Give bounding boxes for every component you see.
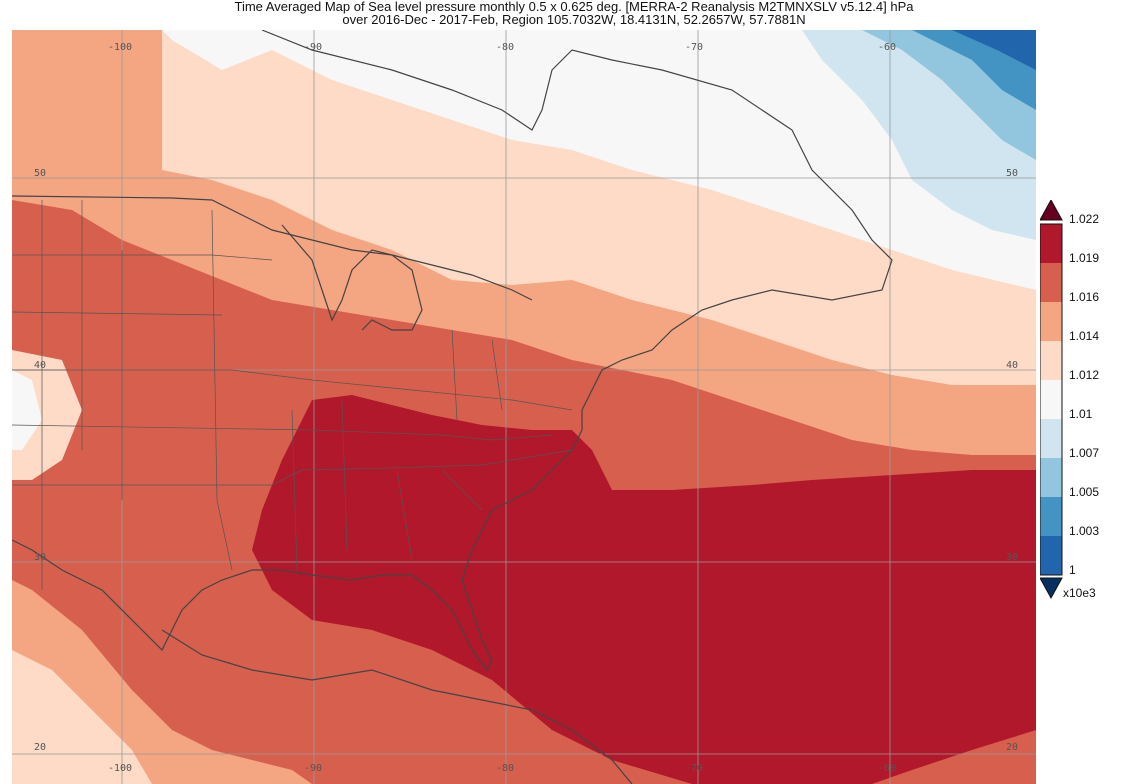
map-title: Time Averaged Map of Sea level pressure … [0,0,1148,26]
top-lon-labels: -100 -90 -80 -70 -60 [108,42,896,53]
bottom-lon-label: -100 [108,763,132,774]
color-legend: 1.022 1.019 1.016 1.014 1.012 1.01 1.007… [1040,200,1148,610]
title-line-2: over 2016-Dec - 2017-Feb, Region 105.703… [342,12,806,27]
legend-swatch [1040,380,1062,419]
legend-label: 1 [1069,563,1076,577]
state-borders [12,200,573,590]
legend-label: 1.012 [1069,368,1100,382]
map-canvas: -100 -90 -80 -70 -60 -100 -90 -80 -70 -6… [12,30,1036,784]
bottom-lon-label: -60 [878,763,896,774]
coastlines [12,30,893,784]
legend-label: 1.014 [1069,329,1100,343]
legend-swatch [1040,302,1062,341]
legend-under-arrow [1040,577,1063,600]
legend-swatch [1040,536,1062,575]
field-1000-1003 [952,30,1036,70]
legend-unit: x10e3 [1063,586,1096,600]
field-1019-1022 [252,395,1036,784]
bottom-lon-label: -70 [685,763,703,774]
right-lat-label: 50 [1006,168,1018,179]
top-lon-label: -60 [878,42,896,53]
legend-swatch [1040,458,1062,497]
legend-colorbar [1040,200,1063,600]
top-lon-label: -80 [496,42,514,53]
left-lat-label: 30 [34,552,46,563]
legend-label: 1.005 [1069,485,1100,499]
top-lon-label: -100 [108,42,132,53]
right-lat-label: 30 [1006,552,1018,563]
left-lat-labels: 50 40 30 20 [34,168,46,753]
legend-label: 1.022 [1069,212,1100,226]
legend-label: 1.01 [1069,407,1093,421]
legend-swatch [1040,224,1062,263]
legend-swatch [1040,419,1062,458]
bottom-lon-label: -80 [496,763,514,774]
field-west-white [12,370,42,450]
bottom-lon-label: -90 [304,763,322,774]
left-lat-label: 40 [34,360,46,371]
legend-frame [1040,223,1063,576]
legend-label: 1.007 [1069,446,1100,460]
top-lon-label: -90 [304,42,322,53]
title-line-1: Time Averaged Map of Sea level pressure … [234,0,914,14]
legend-label: 1.019 [1069,251,1100,265]
left-lat-label: 20 [34,742,46,753]
legend-swatch [1040,497,1062,536]
left-lat-label: 50 [34,168,46,179]
legend-swatch [1040,263,1062,302]
legend-over-arrow [1040,200,1063,221]
pressure-map[interactable]: -100 -90 -80 -70 -60 -100 -90 -80 -70 -6… [12,30,1036,784]
top-lon-label: -70 [685,42,703,53]
right-lat-label: 40 [1006,360,1018,371]
legend-label: 1.016 [1069,290,1100,304]
right-lat-label: 20 [1006,742,1018,753]
field-southwest-light [12,650,152,784]
legend-swatch [1040,341,1062,380]
legend-label: 1.003 [1069,524,1100,538]
right-lat-labels: 50 40 30 20 [1006,168,1018,753]
graticule [12,30,1036,784]
bottom-lon-labels: -100 -90 -80 -70 -60 [108,763,896,774]
